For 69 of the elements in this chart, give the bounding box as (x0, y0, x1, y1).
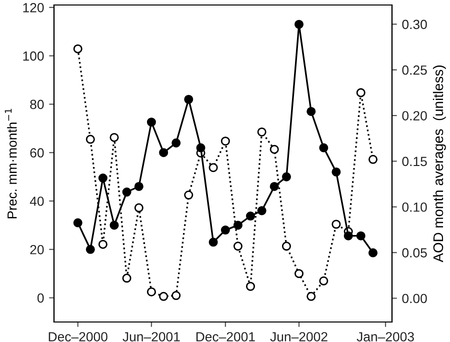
point (172, 138, 181, 148)
point (319, 143, 328, 152)
y-tick-label: 20 (30, 244, 44, 254)
point (220, 136, 230, 146)
y2-axis-title: AOD month averages (unitless) (432, 66, 446, 262)
point (122, 274, 132, 283)
point (110, 220, 119, 230)
point (270, 182, 279, 192)
point (344, 231, 353, 240)
y-tick-label: 120 (23, 2, 44, 12)
point (73, 44, 82, 54)
y-tick-label: 60 (30, 148, 44, 158)
point (134, 203, 144, 212)
point (184, 190, 194, 200)
point (306, 292, 316, 301)
point (134, 182, 144, 192)
point (368, 248, 378, 258)
point (86, 134, 95, 144)
point (110, 132, 119, 142)
point (332, 167, 341, 176)
point (208, 163, 218, 172)
point (257, 206, 266, 216)
point (270, 144, 279, 154)
point (98, 174, 108, 183)
y2-tick-label: 0.25 (402, 65, 427, 75)
point (282, 242, 291, 251)
y2-tick-label: 0.10 (402, 202, 427, 212)
point (184, 94, 194, 104)
x-tick-label: Jun–2002 (270, 332, 328, 342)
point (282, 172, 291, 182)
point (146, 118, 156, 127)
point (294, 20, 304, 29)
point (319, 276, 328, 286)
point (246, 211, 256, 221)
point (356, 231, 366, 240)
point (196, 143, 206, 152)
x-tick-label: Jan–2003 (356, 332, 414, 342)
point (122, 188, 132, 197)
point (233, 220, 242, 230)
y-tick-label: 80 (30, 100, 44, 110)
point (294, 269, 304, 278)
y-tick-label: 100 (23, 51, 44, 61)
x-tick-label: Dec–2000 (48, 332, 108, 342)
y-tick-label: 40 (30, 196, 44, 206)
point (233, 242, 242, 251)
y-tick-label: 0 (37, 293, 44, 303)
point (332, 220, 341, 229)
point (159, 292, 168, 301)
x-tick-label: Dec–2001 (196, 332, 255, 342)
point (172, 290, 181, 300)
point (86, 244, 95, 254)
y2-tick-label: 0.30 (402, 20, 427, 30)
point (159, 148, 168, 158)
point (257, 127, 266, 136)
y2-tick-label: 0.20 (402, 111, 427, 120)
point (73, 218, 82, 228)
y2-tick-label: 0.00 (402, 294, 427, 304)
point (220, 226, 230, 235)
point (246, 282, 256, 291)
point (146, 287, 156, 296)
point (356, 88, 366, 98)
y-axis-title: Prec. mm·month$^{−1}$ (4, 108, 17, 218)
point (306, 106, 316, 116)
point (368, 154, 378, 164)
y2-tick-label: 0.15 (402, 156, 427, 166)
y2-tick-label: 0.05 (402, 248, 427, 258)
point (98, 240, 108, 249)
x-tick-label: Jun–2001 (122, 332, 180, 342)
point (208, 238, 218, 247)
